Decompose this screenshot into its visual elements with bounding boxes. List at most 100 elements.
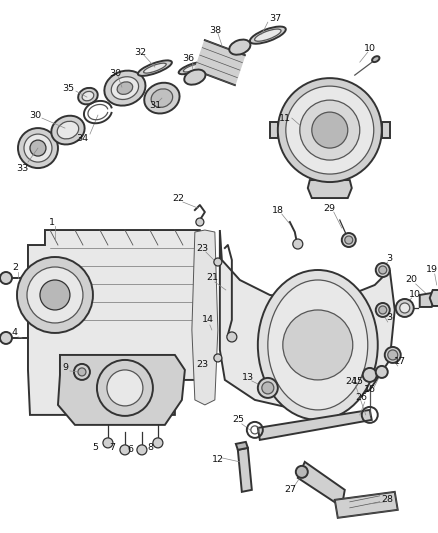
Circle shape	[24, 134, 52, 162]
Ellipse shape	[104, 70, 145, 106]
Text: 12: 12	[212, 455, 224, 464]
Circle shape	[120, 445, 130, 455]
Polygon shape	[258, 410, 372, 440]
Circle shape	[262, 382, 274, 394]
Polygon shape	[430, 290, 438, 306]
Polygon shape	[238, 448, 252, 492]
Circle shape	[400, 303, 410, 313]
Circle shape	[296, 466, 308, 478]
Circle shape	[345, 236, 353, 244]
Text: 11: 11	[279, 114, 291, 123]
Text: 30: 30	[29, 111, 41, 119]
Circle shape	[278, 78, 382, 182]
Text: 20: 20	[406, 276, 418, 285]
Circle shape	[74, 364, 90, 380]
Polygon shape	[298, 462, 345, 507]
Ellipse shape	[51, 116, 85, 144]
Text: 10: 10	[409, 290, 421, 300]
Circle shape	[40, 280, 70, 310]
Text: 5: 5	[92, 443, 98, 453]
Circle shape	[107, 370, 143, 406]
Text: 3: 3	[387, 313, 393, 322]
Polygon shape	[236, 442, 248, 450]
Text: 22: 22	[172, 193, 184, 203]
Text: 28: 28	[382, 495, 394, 504]
Ellipse shape	[254, 29, 281, 41]
Ellipse shape	[117, 82, 133, 94]
Text: 13: 13	[242, 374, 254, 382]
Text: 9: 9	[62, 364, 68, 373]
Text: 3: 3	[387, 254, 393, 263]
Text: 8: 8	[147, 443, 153, 453]
Text: 21: 21	[206, 273, 218, 282]
Circle shape	[342, 233, 356, 247]
Ellipse shape	[179, 62, 205, 74]
Ellipse shape	[111, 77, 138, 100]
Polygon shape	[192, 230, 218, 405]
Circle shape	[78, 368, 86, 376]
Circle shape	[18, 128, 58, 168]
Circle shape	[214, 258, 222, 266]
Circle shape	[103, 438, 113, 448]
Polygon shape	[308, 180, 352, 198]
Circle shape	[376, 366, 388, 378]
Ellipse shape	[82, 92, 94, 101]
Text: 35: 35	[62, 84, 74, 93]
Text: 27: 27	[284, 486, 296, 494]
Polygon shape	[220, 230, 395, 408]
Circle shape	[137, 445, 147, 455]
Polygon shape	[382, 122, 390, 138]
Circle shape	[227, 332, 237, 342]
Circle shape	[379, 266, 387, 274]
Circle shape	[27, 267, 83, 323]
Text: 14: 14	[202, 316, 214, 325]
Polygon shape	[195, 40, 245, 85]
Circle shape	[283, 310, 353, 380]
Polygon shape	[420, 293, 435, 307]
Circle shape	[214, 354, 222, 362]
Circle shape	[388, 350, 398, 360]
Circle shape	[17, 257, 93, 333]
Text: 25: 25	[232, 415, 244, 424]
Text: 33: 33	[16, 164, 28, 173]
Circle shape	[258, 378, 278, 398]
Text: 31: 31	[149, 101, 161, 110]
Circle shape	[376, 303, 390, 317]
Text: 2: 2	[12, 263, 18, 272]
Polygon shape	[58, 355, 185, 425]
Text: 29: 29	[324, 204, 336, 213]
Circle shape	[286, 86, 374, 174]
Text: 23: 23	[196, 244, 208, 253]
Text: 1: 1	[49, 217, 55, 227]
Circle shape	[0, 332, 12, 344]
Circle shape	[363, 368, 377, 382]
Text: 4: 4	[12, 328, 18, 337]
Circle shape	[293, 239, 303, 249]
Ellipse shape	[57, 122, 79, 139]
Text: 26: 26	[356, 393, 368, 402]
Circle shape	[379, 306, 387, 314]
Circle shape	[396, 299, 414, 317]
Ellipse shape	[144, 63, 166, 73]
Circle shape	[30, 140, 46, 156]
Circle shape	[0, 272, 12, 284]
Polygon shape	[335, 492, 398, 518]
Ellipse shape	[144, 83, 180, 114]
Text: 34: 34	[76, 134, 88, 143]
Text: 24: 24	[346, 377, 358, 386]
Text: 30: 30	[109, 69, 121, 78]
Text: 10: 10	[364, 44, 376, 53]
Ellipse shape	[184, 64, 200, 72]
Text: 23: 23	[196, 360, 208, 369]
Text: 16: 16	[364, 385, 376, 394]
Polygon shape	[270, 122, 278, 138]
Circle shape	[312, 112, 348, 148]
Circle shape	[376, 263, 390, 277]
Text: 6: 6	[127, 446, 133, 454]
Circle shape	[196, 218, 204, 226]
Text: 36: 36	[182, 54, 194, 63]
Text: 15: 15	[352, 377, 364, 386]
Ellipse shape	[229, 39, 251, 55]
Text: 18: 18	[272, 206, 284, 215]
Ellipse shape	[258, 270, 378, 420]
